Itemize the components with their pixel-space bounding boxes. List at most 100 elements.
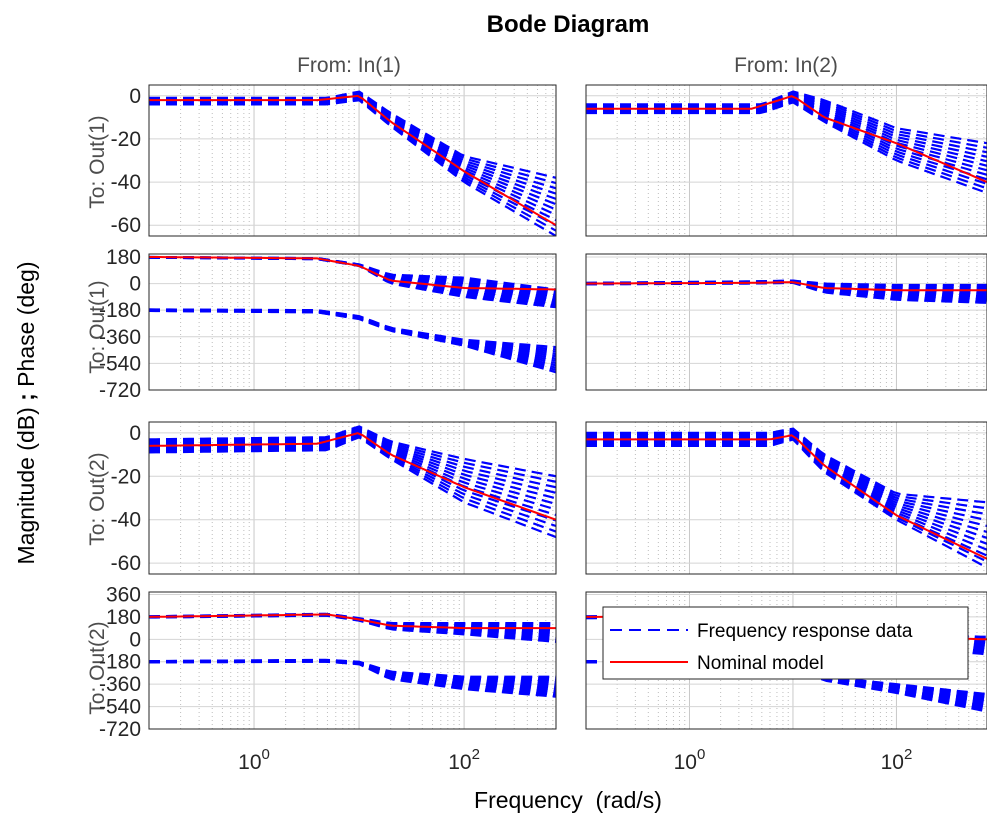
data-curve: [149, 90, 556, 179]
data-curve: [149, 99, 556, 236]
data-curve: [149, 308, 556, 349]
data-curve: [149, 92, 556, 190]
data-curve: [586, 438, 987, 569]
y-tick-label: 180: [106, 246, 141, 269]
curves-mag-out1-in1: [149, 90, 556, 236]
y-tick-label: 0: [129, 628, 141, 651]
curves-mag-out1-in2: [586, 90, 987, 194]
y-tick-label: -720: [99, 379, 141, 402]
data-curve: [149, 309, 556, 372]
nominal-curve: [149, 94, 556, 227]
data-curve: [149, 425, 556, 478]
axes-box: [148, 253, 557, 391]
panel-mag-out1-in2: [585, 84, 987, 237]
data-curve: [149, 91, 556, 185]
x-tick-label: 102: [881, 746, 913, 774]
data-curve: [149, 96, 556, 222]
data-curve: [149, 659, 556, 689]
y-tick-label: -180: [99, 651, 141, 674]
data-curve: [586, 437, 987, 563]
row-label-out1-phase: To: Out(1): [86, 280, 109, 373]
y-tick-label: -720: [99, 718, 141, 741]
data-curve: [149, 256, 556, 296]
y-axis-label-phase: Phase (deg): [13, 261, 39, 386]
y-tick-label: -540: [99, 352, 141, 375]
legend: Frequency response data Nominal model: [602, 606, 969, 680]
data-curve: [149, 660, 556, 693]
data-curve: [149, 256, 556, 306]
data-curve: [586, 101, 987, 194]
y-tick-label: -40: [111, 509, 141, 532]
grid-phase-out2-in1: [148, 592, 556, 730]
data-curve: [149, 308, 556, 351]
nominal-curve: [586, 434, 987, 560]
data-curve: [149, 659, 556, 687]
column-header-in1: From: In(1): [297, 54, 401, 77]
x-tick-label: 102: [448, 746, 480, 774]
data-curve: [149, 255, 556, 291]
data-curve: [149, 614, 556, 640]
data-curve: [149, 256, 556, 304]
data-curve: [149, 659, 556, 682]
data-curve: [586, 93, 987, 158]
data-curve: [586, 99, 987, 185]
data-curve: [149, 614, 556, 643]
data-curve: [149, 256, 556, 302]
data-curve: [586, 432, 987, 534]
x-tick-label: 100: [674, 746, 706, 774]
data-curve: [586, 96, 987, 172]
row-label-out2-phase: To: Out(2): [86, 621, 109, 714]
nominal-curve: [586, 95, 987, 184]
y-tick-label: -540: [99, 696, 141, 719]
panel-mag-out1-in1: 0 -20 -40 -60: [111, 84, 557, 237]
nominal-curve: [149, 613, 556, 630]
y-tick-label: -40: [111, 171, 141, 194]
data-curve: [586, 436, 987, 557]
panel-phase-out1-in1: 180 0 -180 -360 -540 -720: [99, 246, 557, 402]
y-tick-label: -360: [99, 326, 141, 349]
y-tick-label: 360: [106, 583, 141, 606]
data-curve: [586, 94, 987, 163]
data-curve: [586, 100, 987, 190]
axes-box: [585, 421, 987, 575]
y-tick-label: -60: [111, 552, 141, 575]
data-curve: [586, 434, 987, 545]
data-curve: [149, 660, 556, 691]
legend-label-data: Frequency response data: [697, 621, 913, 642]
y-tick-label: -20: [111, 465, 141, 488]
y-tick-label: -360: [99, 673, 141, 696]
data-curve: [149, 94, 556, 206]
y-tick-label: -60: [111, 214, 141, 237]
data-curve: [149, 613, 556, 630]
curves-phase-out2-in1: [149, 612, 556, 698]
x-tick-label: 100: [238, 746, 270, 774]
panels-layer: 0-20-40-601800-180-360-540-7200-20-40-60…: [99, 84, 987, 774]
axes-box: [148, 591, 557, 730]
y-tick-label: -180: [99, 299, 141, 322]
curves-phase-out1-in2: [586, 279, 987, 304]
grid-mag-out1-in1: [148, 85, 556, 236]
panel-phase-out1-in2: [585, 253, 987, 391]
data-curve: [149, 309, 556, 369]
data-curve: [586, 97, 987, 176]
y-axis-label: Magnitude (dB) ; Phase (deg): [13, 261, 39, 564]
data-curve: [149, 309, 556, 362]
data-curve: [586, 433, 987, 539]
y-tick-label: -20: [111, 128, 141, 151]
data-curve: [149, 614, 556, 638]
data-curve: [586, 90, 987, 145]
data-curve: [149, 98, 556, 232]
data-curve: [149, 613, 556, 635]
legend-box: [602, 606, 969, 680]
data-curve: [586, 92, 987, 154]
axes-box: [585, 591, 987, 730]
x-axis-label: Frequency (rad/s): [474, 787, 662, 813]
axes-box: [585, 84, 987, 237]
grid-phase-out1-in1: [148, 254, 556, 391]
data-curve: [149, 613, 556, 628]
row-label-out1-mag: To: Out(1): [86, 115, 109, 208]
axes-box: [148, 421, 557, 575]
data-curve: [149, 256, 556, 294]
